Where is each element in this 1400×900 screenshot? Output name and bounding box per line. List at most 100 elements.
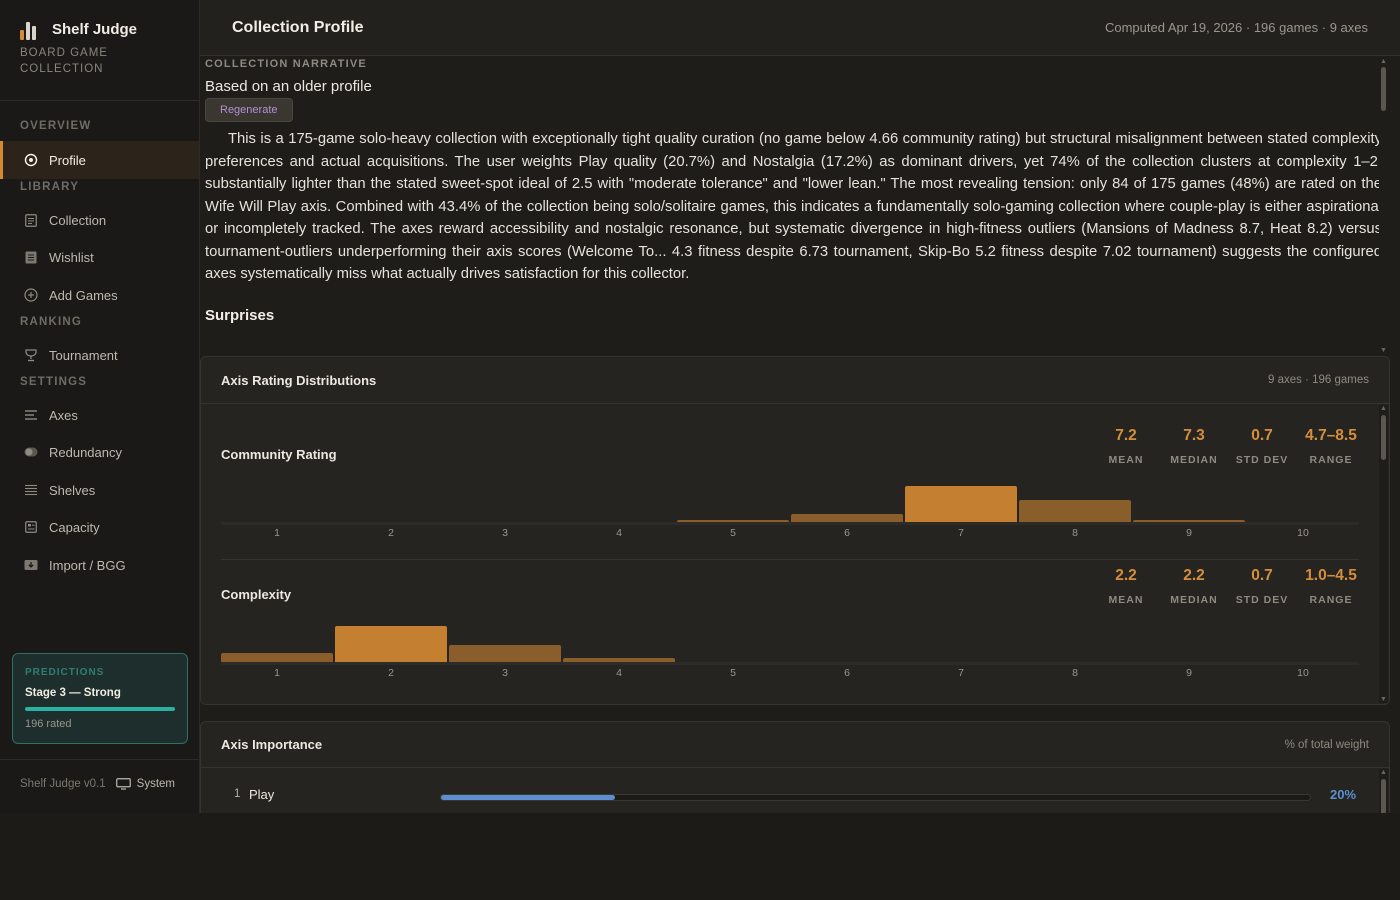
histogram-tick-label: 4 [616, 527, 622, 539]
narrative-label: COLLECTION NARRATIVE [205, 58, 367, 70]
theme-toggle[interactable]: System [115, 778, 176, 790]
download-box-icon [24, 558, 38, 572]
histogram-bar[interactable] [1133, 520, 1245, 522]
scroll-up-icon[interactable]: ▲ [1380, 405, 1387, 412]
sidebar-item-tournament[interactable]: Tournament [0, 336, 199, 374]
histogram-bar[interactable] [1019, 500, 1131, 522]
histogram-tick-label: 4 [616, 667, 622, 679]
sidebar-footer: Shelf Judge v0.1 System [0, 759, 199, 813]
histogram-bar[interactable] [449, 645, 561, 662]
importance-meta: % of total weight [1284, 738, 1369, 751]
histogram-tick-label: 7 [958, 527, 964, 539]
brand-name: Shelf Judge [52, 21, 138, 38]
histogram-tick-label: 6 [844, 667, 850, 679]
predictions-card[interactable]: PREDICTIONS Stage 3 — Strong 196 rated [12, 653, 188, 744]
narrative-subtitle: Based on an older profile [205, 78, 372, 95]
scroll-up-icon[interactable]: ▲ [1380, 58, 1387, 65]
importance-scrollbar[interactable]: ▲ [1379, 769, 1388, 813]
axis-name: Community Rating [221, 447, 337, 462]
stat-range: 4.7–8.5 RANGE [1296, 427, 1366, 466]
scroll-up-icon[interactable]: ▲ [1380, 769, 1387, 776]
narrative-text: This is a 175-game solo-heavy collection… [205, 131, 1382, 282]
stat-mean: 7.2 MEAN [1091, 427, 1161, 466]
importance-bar-track [440, 794, 1311, 801]
importance-header: Axis Importance % of total weight [201, 722, 1389, 768]
page-meta: Computed Apr 19, 2026 · 196 games · 9 ax… [1104, 20, 1368, 35]
sidebar-item-add-games[interactable]: Add Games [0, 276, 199, 314]
scrollbar-thumb[interactable] [1381, 779, 1386, 813]
predictions-progress-track [25, 707, 175, 711]
narrative-section: COLLECTION NARRATIVE Based on an older p… [205, 56, 1382, 350]
histogram-bar[interactable] [677, 520, 789, 522]
stat-label: MEDIAN [1170, 454, 1218, 466]
stat-mean: 2.2 MEAN [1091, 567, 1161, 606]
histogram-bar[interactable] [221, 653, 333, 662]
histogram-tick-label: 1 [274, 527, 280, 539]
app-shell: Shelf Judge BOARD GAME COLLECTION OVERVI… [0, 0, 1400, 813]
sidebar-item-collection[interactable]: Collection [0, 201, 199, 239]
sidebar-item-label: Add Games [49, 287, 118, 303]
importance-title: Axis Importance [221, 737, 323, 752]
histogram-bar[interactable] [905, 486, 1017, 522]
sidebar-item-label: Axes [49, 407, 78, 423]
stat-value: 4.7–8.5 [1305, 427, 1357, 444]
narrative-scrollbar[interactable]: ▲ ▼ [1379, 58, 1388, 354]
sidebar-item-shelves[interactable]: Shelves [0, 471, 199, 509]
stat-value: 0.7 [1251, 427, 1273, 444]
brand-header: Shelf Judge BOARD GAME COLLECTION [0, 0, 199, 101]
theme-label: System [136, 778, 176, 790]
histogram-tick-label: 2 [388, 527, 394, 539]
importance-axis-name: Play [249, 787, 275, 802]
axis-name: Complexity [221, 587, 292, 602]
nav-section-overview: OVERVIEW [20, 120, 92, 132]
scroll-down-icon[interactable]: ▼ [1380, 696, 1387, 703]
histogram-tick-label: 8 [1072, 527, 1078, 539]
sidebar: Shelf Judge BOARD GAME COLLECTION OVERVI… [0, 0, 200, 813]
histogram-tick-label: 8 [1072, 667, 1078, 679]
stat-median: 2.2 MEDIAN [1159, 567, 1229, 606]
scrollbar-thumb[interactable] [1381, 415, 1386, 460]
sidebar-item-redundancy[interactable]: Redundancy [0, 433, 199, 471]
predictions-title: PREDICTIONS [25, 667, 105, 678]
trophy-icon [24, 348, 38, 362]
app-version: Shelf Judge v0.1 [20, 778, 106, 790]
importance-row[interactable]: 1 Play 20% [201, 784, 1371, 808]
stat-median: 7.3 MEDIAN [1159, 427, 1229, 466]
stat-label: MEAN [1108, 454, 1144, 466]
document-icon [24, 213, 38, 227]
surprises-heading: Surprises [205, 306, 275, 324]
stat-value: 2.2 [1183, 567, 1205, 584]
distributions-panel: Axis Rating Distributions 9 axes · 196 g… [200, 356, 1390, 705]
histogram-tick-label: 5 [730, 667, 736, 679]
importance-rank: 1 [234, 788, 241, 800]
sidebar-item-axes[interactable]: Axes [0, 396, 199, 434]
main-content: Collection Profile Computed Apr 19, 2026… [200, 0, 1400, 813]
nav-section-library: LIBRARY [20, 181, 80, 193]
axis-distribution: Complexity 2.2 MEAN 2.2 MEDIAN 0.7 STD DEV 1.0–… [221, 555, 1359, 695]
sidebar-item-label: Wishlist [49, 249, 94, 265]
page-header: Collection Profile Computed Apr 19, 2026… [200, 0, 1400, 56]
stat-value: 7.2 [1115, 427, 1137, 444]
regenerate-button[interactable]: Regenerate [205, 98, 293, 122]
sidebar-item-label: Shelves [49, 482, 96, 498]
stat-label: MEDIAN [1170, 594, 1218, 606]
histogram-tick-label: 7 [958, 667, 964, 679]
histogram-bar[interactable] [563, 658, 675, 662]
distributions-scrollbar[interactable]: ▲ ▼ [1379, 405, 1388, 703]
sidebar-item-capacity[interactable]: Capacity [0, 508, 199, 546]
bar-chart-logo-icon [20, 22, 40, 40]
histogram-tick-label: 9 [1186, 667, 1192, 679]
histogram-bar[interactable] [791, 514, 903, 522]
sidebar-item-label: Redundancy [49, 444, 122, 460]
stat-range: 1.0–4.5 RANGE [1296, 567, 1366, 606]
stat-value: 7.3 [1183, 427, 1205, 444]
sidebar-item-profile[interactable]: Profile [0, 141, 199, 179]
stat-label: MEAN [1108, 594, 1144, 606]
importance-bar-fill [441, 795, 615, 800]
histogram-bar[interactable] [335, 626, 447, 662]
scroll-down-icon[interactable]: ▼ [1380, 347, 1387, 354]
sidebar-item-import[interactable]: Import / BGG [0, 546, 199, 584]
scrollbar-thumb[interactable] [1381, 67, 1386, 111]
target-icon [24, 153, 38, 167]
sidebar-item-wishlist[interactable]: Wishlist [0, 238, 199, 276]
